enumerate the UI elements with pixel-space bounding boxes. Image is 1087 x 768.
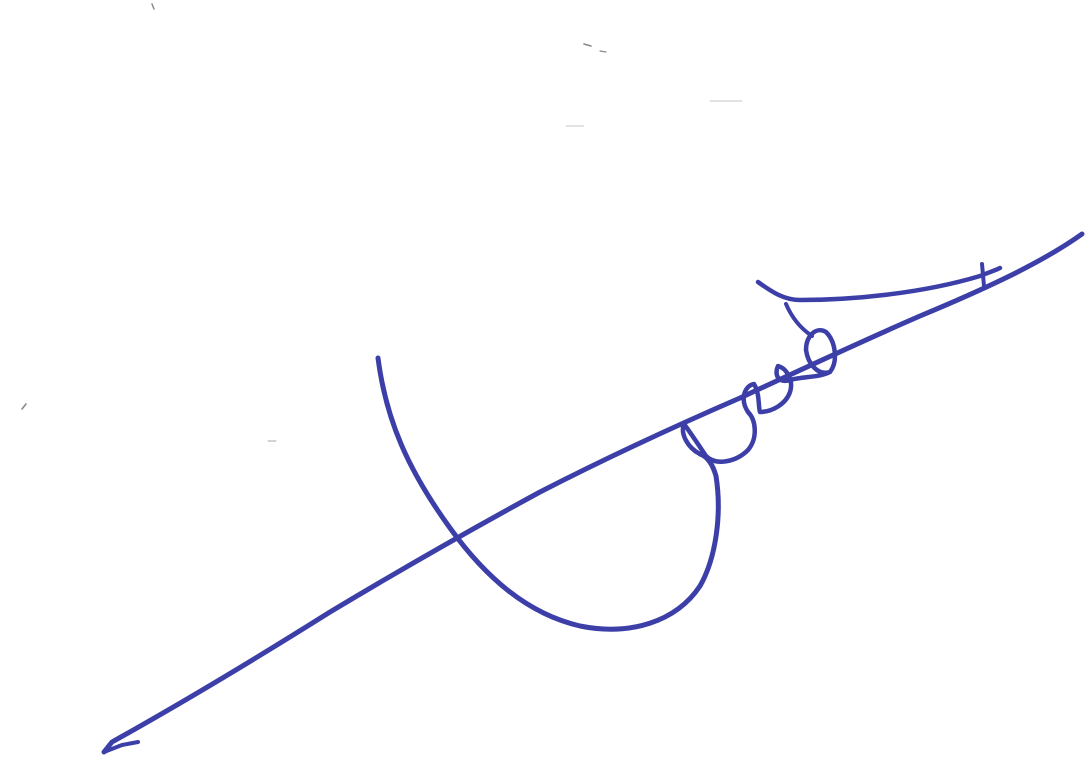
signature-bowl-stroke [375, 355, 721, 632]
signature-baseline-tail [102, 740, 140, 754]
signature-loop-right [787, 328, 838, 383]
signature-baseline-stroke [101, 231, 1085, 755]
signature-loop-left [680, 409, 757, 464]
signature-flourish-stem [784, 302, 814, 338]
speck [21, 403, 27, 410]
signature-flourish-tick [980, 262, 986, 288]
signature-flourish-stroke [755, 265, 1003, 303]
signature-loop-middle [741, 363, 794, 415]
speck [151, 3, 155, 10]
speck [599, 50, 607, 53]
scan-specks [21, 3, 743, 442]
speck [583, 43, 592, 47]
